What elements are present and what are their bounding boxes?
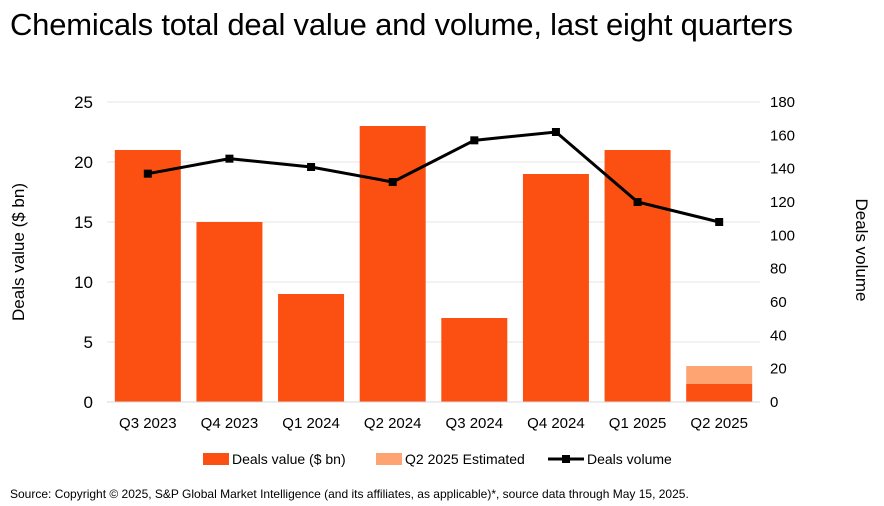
legend-label-volume: Deals volume [587, 451, 672, 467]
bar-deals-value [114, 150, 181, 402]
y-axis-label: Deals value ($ bn) [9, 183, 28, 321]
y-tick-label: 20 [74, 153, 93, 172]
y2-axis-label: Deals volume [852, 199, 871, 302]
bar-estimated [686, 366, 753, 384]
y2-tick-label: 160 [770, 127, 795, 144]
volume-point [551, 128, 560, 136]
volume-point [143, 169, 152, 178]
legend: Deals value ($ bn) Q2 2025 Estimated Deals… [203, 451, 672, 467]
legend-marker-volume [562, 455, 570, 463]
y-tick-label: 15 [74, 213, 93, 232]
y2-tick-label: 140 [770, 161, 795, 178]
y2-tick-label: 20 [770, 361, 787, 378]
y-tick-label: 10 [74, 273, 93, 292]
bars [114, 126, 753, 402]
y-tick-label: 25 [74, 93, 93, 112]
legend-swatch-deals-value [203, 453, 229, 465]
y2-tick-label: 120 [770, 194, 795, 211]
volume-line-path [147, 130, 720, 224]
x-axis: Q3 2023 Q4 2023 Q1 2024 Q2 2024 Q3 2024 Q4 20… [107, 401, 760, 432]
volume-point [470, 136, 479, 145]
volume-line [143, 128, 724, 226]
bar-deals-value [522, 174, 589, 402]
bar-deals-value [686, 384, 753, 402]
legend-label-deals-value: Deals value ($ bn) [232, 451, 346, 467]
y2-tick-label: 60 [770, 294, 787, 311]
x-tick-label: Q4 2023 [201, 415, 259, 432]
chart-title: Chemicals total deal value and volume, l… [10, 7, 793, 42]
bar-deals-value [604, 150, 671, 402]
bar-deals-value [441, 318, 508, 402]
y-tick-label: 5 [84, 333, 93, 352]
source-note: Source: Copyright © 2025, S&P Global Mar… [10, 487, 689, 501]
y2-tick-label: 0 [770, 394, 778, 411]
x-tick-label: Q3 2023 [119, 415, 177, 432]
legend-swatch-estimated [376, 453, 402, 465]
y2-tick-label: 80 [770, 261, 787, 278]
x-tick-label: Q2 2025 [690, 415, 748, 432]
x-tick-label: Q1 2025 [609, 415, 667, 432]
y2-tick-label: 100 [770, 227, 795, 244]
volume-point [388, 178, 397, 186]
x-tick-label: Q4 2024 [527, 415, 585, 432]
y2-tick-label: 40 [770, 327, 787, 344]
y2-tick-label: 180 [770, 94, 795, 111]
left-axis: 0 5 10 15 20 25 [74, 93, 93, 412]
x-tick-label: Q2 2024 [364, 415, 422, 432]
volume-point [715, 218, 724, 226]
right-axis: 0 20 40 60 80 100 120 140 160 180 [770, 94, 795, 411]
bar-deals-value [196, 222, 263, 402]
y-tick-label: 0 [84, 393, 93, 412]
legend-label-estimated: Q2 2025 Estimated [405, 451, 525, 467]
x-tick-label: Q1 2024 [282, 415, 340, 432]
volume-point [225, 154, 234, 163]
volume-point [633, 198, 642, 206]
bar-deals-value [278, 294, 345, 402]
x-tick-label: Q3 2024 [446, 415, 504, 432]
volume-point [307, 163, 316, 171]
bar-deals-value [359, 126, 426, 402]
